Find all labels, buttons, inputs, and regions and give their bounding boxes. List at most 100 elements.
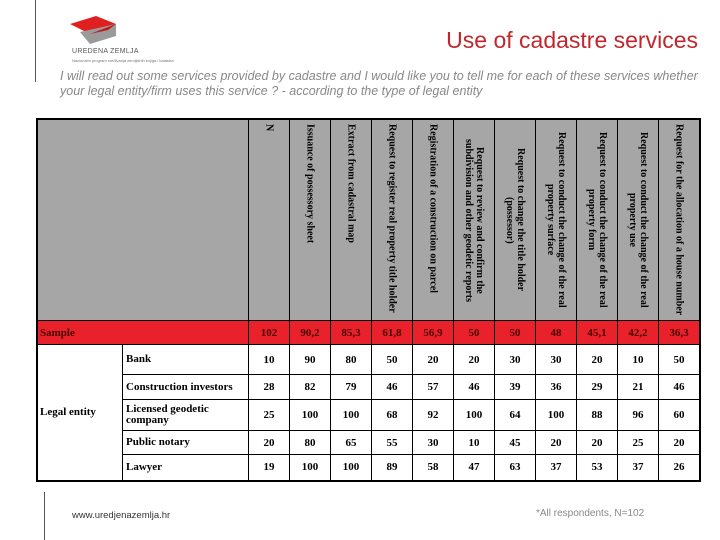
sample-value: 102 [248, 320, 290, 345]
cell-value: 100 [535, 399, 577, 431]
sample-label: Sample [36, 320, 249, 345]
row-label: Construction investors [122, 374, 249, 400]
cell-value: 68 [371, 399, 413, 431]
cell-value: 92 [412, 399, 454, 431]
cell-value: 50 [371, 344, 413, 375]
row-label: Lawyer [122, 454, 249, 481]
cell-value: 46 [453, 374, 495, 400]
sample-value: 50 [453, 320, 495, 345]
cell-value: 88 [576, 399, 618, 431]
cell-value: 36 [535, 374, 577, 400]
column-header-label: Extract from cadastral map [345, 124, 357, 243]
column-header-label: Request for the allocation of a house nu… [673, 124, 685, 316]
column-header-label: Request to change the title holder (poss… [504, 148, 526, 292]
sample-value: 45,1 [576, 320, 618, 345]
cell-value: 60 [658, 399, 701, 431]
column-header: Request for the allocation of a house nu… [658, 118, 701, 321]
column-header-label: Issuance of possessory sheet [304, 124, 316, 244]
column-header-label: Request to conduct the change of the rea… [545, 132, 567, 308]
cell-value: 37 [617, 454, 659, 481]
cadastre-services-table: N Issuance of possessory sheet Extract fro… [36, 118, 701, 482]
cell-value: 90 [289, 344, 331, 375]
cell-value: 21 [617, 374, 659, 400]
cell-value: 29 [576, 374, 618, 400]
column-header: Request to conduct the change of the rea… [576, 118, 618, 321]
column-header: Extract from cadastral map [330, 118, 372, 321]
cell-value: 57 [412, 374, 454, 400]
column-header-label: Request to conduct the change of the rea… [627, 132, 649, 308]
row-label: Public notary [122, 430, 249, 455]
cell-value: 10 [617, 344, 659, 375]
row-label: Licensed geodetic company [122, 399, 249, 431]
column-header-label: Request to review and confirm the subdiv… [463, 138, 485, 302]
table-row: Legal entity Bank 10 90 80 50 20 20 30 30 20 10 50 [36, 344, 701, 481]
cell-value: 25 [617, 430, 659, 455]
cell-value: 55 [371, 430, 413, 455]
cell-value: 100 [289, 399, 331, 431]
page-subtitle: I will read out some services provided b… [60, 69, 698, 98]
cell-value: 20 [576, 344, 618, 375]
table-row: Public notary 20 80 65 55 30 10 45 20 20 25 20 [37, 430, 701, 455]
cell-value: 30 [535, 344, 577, 375]
cell-value: 53 [576, 454, 618, 481]
cell-value: 30 [412, 430, 454, 455]
table-row: Licensed geodetic company 25 100 100 68 92 100… [37, 399, 701, 431]
cell-value: 20 [248, 430, 290, 455]
logo-icon [70, 16, 116, 44]
cell-value: 20 [535, 430, 577, 455]
column-header-label: N [263, 124, 275, 132]
column-header: Request to change the title holder (poss… [494, 118, 536, 321]
group-label: Legal entity [36, 344, 123, 481]
column-header: Registration of a construction on parcel [412, 118, 454, 321]
cell-value: 46 [658, 374, 701, 400]
column-header-label: Request to conduct the change of the rea… [586, 132, 608, 308]
sample-value: 48 [535, 320, 577, 345]
cell-value: 65 [330, 430, 372, 455]
cell-value: 100 [453, 399, 495, 431]
cell-value: 28 [248, 374, 290, 400]
cell-value: 82 [289, 374, 331, 400]
cell-value: 37 [535, 454, 577, 481]
column-header-label: Request to register real property title … [386, 124, 398, 313]
cell-value: 64 [494, 399, 536, 431]
sample-value: 90,2 [289, 320, 331, 345]
logo-name: UREDENA ZEMLJA [72, 48, 139, 55]
sample-value: 85,3 [330, 320, 372, 345]
cell-value: 79 [330, 374, 372, 400]
sample-value: 61,8 [371, 320, 413, 345]
cell-value: 30 [494, 344, 536, 375]
cell-value: 100 [330, 454, 372, 481]
cell-value: 100 [330, 399, 372, 431]
row-label: Bank [122, 344, 249, 375]
cell-value: 39 [494, 374, 536, 400]
sample-value: 36,3 [658, 320, 701, 345]
sample-row: Sample 102 90,2 85,3 61,8 56,9 50 50 48 45,1 42,2… [36, 320, 701, 345]
column-header: Request to conduct the change of the rea… [617, 118, 659, 321]
cell-value: 20 [412, 344, 454, 375]
footer-note: *All respondents, N=102 [536, 508, 645, 519]
cell-value: 20 [453, 344, 495, 375]
table-row: Lawyer 19 100 100 89 58 47 63 37 53 37 26 [37, 454, 701, 481]
cell-value: 63 [494, 454, 536, 481]
cell-value: 20 [658, 430, 701, 455]
header-row: N Issuance of possessory sheet Extract fro… [36, 118, 701, 321]
column-header: N [248, 118, 290, 321]
column-header: Request to review and confirm the subdiv… [453, 118, 495, 321]
cell-value: 89 [371, 454, 413, 481]
cell-value: 80 [330, 344, 372, 375]
column-header: Request to register real property title … [371, 118, 413, 321]
divider-line [44, 492, 45, 540]
header-blank [36, 118, 249, 321]
cell-value: 47 [453, 454, 495, 481]
sample-value: 56,9 [412, 320, 454, 345]
cell-value: 46 [371, 374, 413, 400]
cell-value: 10 [248, 344, 290, 375]
cell-value: 50 [658, 344, 701, 375]
table-row: Construction investors 28 82 79 46 57 46 39 36 29… [37, 374, 701, 400]
page-title: Use of cadastre services [446, 27, 698, 53]
sample-value: 42,2 [617, 320, 659, 345]
cell-value: 100 [289, 454, 331, 481]
cell-value: 80 [289, 430, 331, 455]
cell-value: 45 [494, 430, 536, 455]
cell-value: 58 [412, 454, 454, 481]
